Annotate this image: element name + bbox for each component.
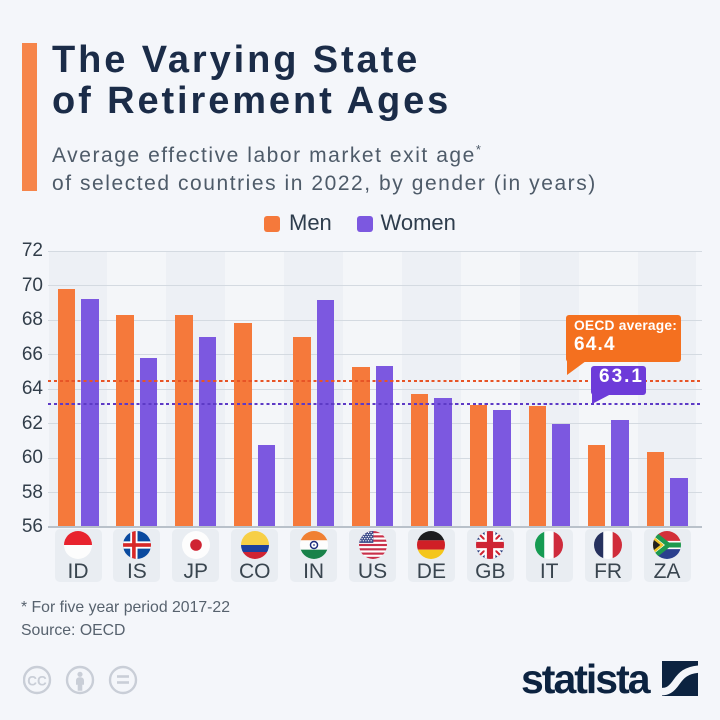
svg-text:CC: CC (27, 674, 47, 689)
